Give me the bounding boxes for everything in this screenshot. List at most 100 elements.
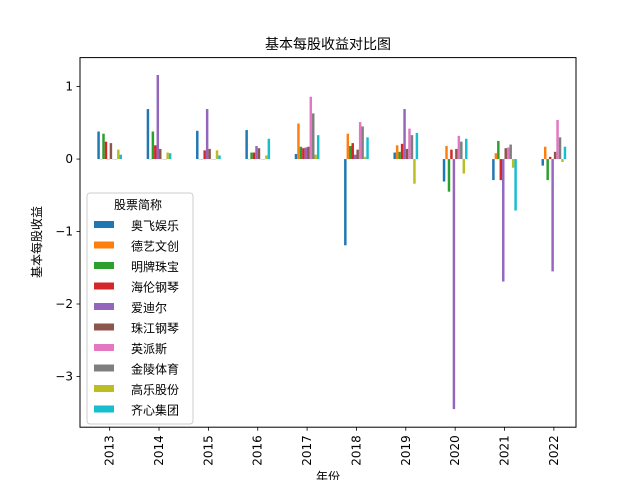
bar <box>408 128 411 160</box>
bar <box>349 146 352 160</box>
y-tick-label: −1 <box>55 225 73 239</box>
bar <box>309 96 313 160</box>
bar <box>297 123 300 160</box>
legend-label: 海伦钢琴 <box>131 280 179 295</box>
bar <box>511 159 515 168</box>
legend-swatch <box>94 344 114 351</box>
bar <box>363 156 367 160</box>
bar <box>447 159 451 192</box>
bar <box>312 113 315 160</box>
bar <box>445 146 448 160</box>
bar <box>351 143 354 160</box>
x-tick-label: 2019 <box>399 435 413 466</box>
bar <box>452 159 456 410</box>
x-tick-label: 2021 <box>498 435 512 466</box>
bar <box>255 146 258 160</box>
bar <box>462 159 466 174</box>
bar <box>556 119 559 160</box>
legend-label: 奥飞娱乐 <box>131 219 179 233</box>
bar <box>492 159 495 181</box>
legend-swatch <box>94 385 114 392</box>
chart-title: 基本每股收益对比图 <box>265 36 391 53</box>
x-axis: 2013 2014 2015 2016 2017 2018 2019 2020 2021 2022 <box>103 427 561 466</box>
x-tick-label: 2015 <box>201 435 215 466</box>
bar <box>415 132 419 160</box>
bar <box>109 143 113 160</box>
bar <box>393 152 396 160</box>
legend-swatch <box>94 323 114 331</box>
bar <box>366 137 369 160</box>
bar <box>267 138 271 160</box>
bar <box>494 153 498 160</box>
bar <box>154 145 157 160</box>
x-axis-label: 年份 <box>316 470 340 480</box>
bar <box>302 148 305 160</box>
bar <box>156 74 160 160</box>
bar <box>146 109 150 160</box>
legend-swatch <box>94 405 114 413</box>
legend-label: 明牌珠宝 <box>131 260 179 274</box>
bar <box>257 148 261 160</box>
bar <box>504 148 507 160</box>
y-tick-label: 1 <box>65 80 73 94</box>
bar <box>314 154 317 160</box>
legend-label: 爱迪尔 <box>131 300 167 315</box>
bar <box>356 149 359 160</box>
bar <box>561 159 564 162</box>
bar <box>299 146 303 160</box>
bar <box>361 126 364 160</box>
legend-swatch <box>94 221 114 228</box>
bar <box>358 122 362 160</box>
legend-label: 齐心集团 <box>131 403 179 418</box>
bar <box>450 149 453 160</box>
legend-label: 德艺文创 <box>131 239 179 254</box>
bar <box>346 133 350 160</box>
bar <box>205 109 209 160</box>
bar <box>398 151 401 160</box>
x-tick-label: 2022 <box>547 435 561 466</box>
x-tick-label: 2018 <box>349 435 363 466</box>
bar <box>460 141 463 160</box>
legend-label: 珠江钢琴 <box>131 322 179 336</box>
legend-swatch <box>94 262 114 269</box>
bar <box>502 159 505 282</box>
bar <box>546 159 549 181</box>
bar <box>166 152 169 160</box>
bar <box>413 159 416 184</box>
bar <box>465 138 468 160</box>
legend-swatch <box>94 282 114 290</box>
bar <box>307 146 310 160</box>
bar <box>553 151 557 160</box>
bar <box>117 149 120 160</box>
legend-swatch <box>94 303 114 310</box>
bar <box>245 130 248 160</box>
x-tick-label: 2020 <box>448 435 462 466</box>
bar <box>252 152 256 160</box>
bar <box>499 159 503 181</box>
bar <box>457 135 461 160</box>
bar <box>316 135 320 160</box>
bar <box>344 159 347 246</box>
bar <box>196 130 199 160</box>
legend-label: 高乐股份 <box>131 382 179 397</box>
bar <box>551 159 554 272</box>
plot-frame <box>79 57 577 428</box>
bar <box>104 141 108 160</box>
bar <box>509 144 512 160</box>
bar <box>410 135 414 160</box>
bar <box>563 146 567 160</box>
bar <box>395 145 399 160</box>
bar <box>455 148 458 160</box>
bar <box>250 152 253 160</box>
bar <box>203 150 206 160</box>
bar <box>405 148 409 160</box>
bar <box>353 154 357 160</box>
legend-label: 英派斯 <box>131 342 167 356</box>
bar <box>168 153 172 160</box>
bar <box>514 159 517 211</box>
bar <box>400 143 404 160</box>
legend-swatch <box>94 364 114 372</box>
y-tick-label: −2 <box>55 297 73 311</box>
bar <box>304 147 308 160</box>
